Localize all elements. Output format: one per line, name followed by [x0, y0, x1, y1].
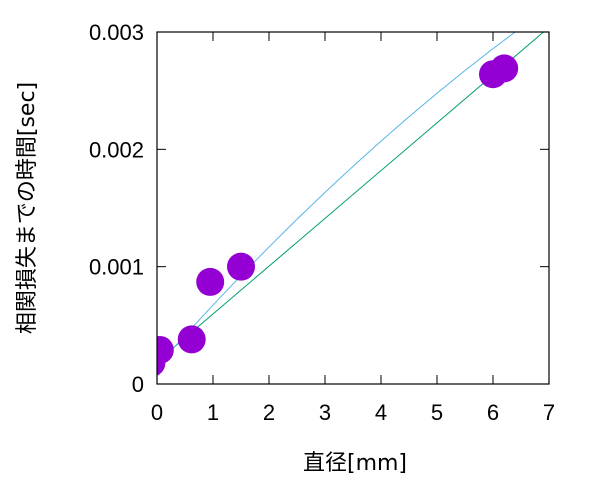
x-tick-label: 1: [207, 400, 219, 425]
x-tick-label: 7: [543, 400, 555, 425]
x-tick-label: 5: [431, 400, 443, 425]
data-point: [490, 54, 519, 83]
y-tick-label: 0.002: [89, 137, 144, 162]
x-tick-label: 0: [151, 400, 163, 425]
axis-ticks: [156, 31, 550, 385]
x-tick-label: 6: [487, 400, 499, 425]
x-tick-labels: 0 1 2 3 4 5 6 7: [151, 400, 555, 425]
y-tick-labels: 0 0.001 0.002 0.003: [89, 20, 144, 397]
data-point: [227, 252, 255, 281]
plot-frame: [156, 31, 550, 385]
curve-fit-line: [157, 32, 516, 367]
y-tick-label: 0.003: [89, 20, 144, 45]
data-point: [157, 335, 174, 364]
x-tick-label: 4: [375, 400, 387, 425]
data-points: [157, 54, 519, 376]
x-tick-label: 3: [319, 400, 331, 425]
y-axis-label: 相関損失までの時間[sec]: [15, 82, 40, 334]
data-point: [196, 267, 225, 296]
x-tick-label: 2: [263, 400, 275, 425]
y-tick-label: 0: [132, 372, 144, 397]
y-tick-label: 0.001: [89, 255, 144, 280]
data-point: [177, 325, 206, 354]
x-axis-label: 直径[mm]: [303, 451, 407, 476]
